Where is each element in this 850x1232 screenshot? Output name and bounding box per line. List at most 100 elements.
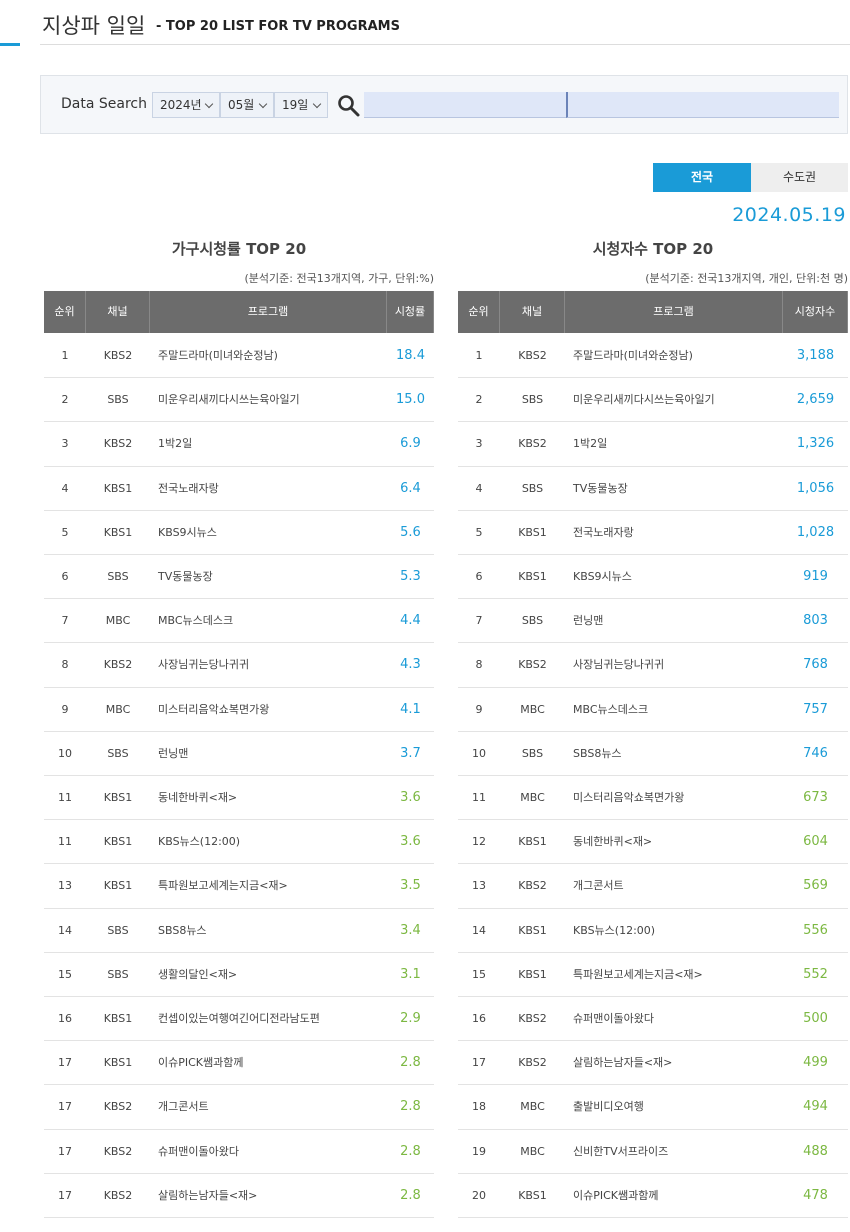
row-divider xyxy=(458,1217,848,1218)
rating: 6.4 xyxy=(400,480,421,496)
rating: 15.0 xyxy=(396,392,425,408)
rank: 19 xyxy=(472,1144,486,1158)
rank: 3 xyxy=(475,437,483,451)
program: 사장님귀는당나귀귀 xyxy=(158,658,250,672)
rating: 3.7 xyxy=(400,745,421,761)
column-header: 채널 xyxy=(500,291,565,333)
program: SBS8뉴스 xyxy=(573,746,622,760)
row-divider xyxy=(458,554,848,555)
row-divider xyxy=(44,819,434,821)
rank: 13 xyxy=(58,879,72,893)
table-title: 시청자수 TOP 20 xyxy=(592,240,714,258)
day-select[interactable]: 19일 xyxy=(274,92,328,118)
channel: KBS2 xyxy=(103,1100,133,1114)
channel: SBS xyxy=(107,393,129,407)
program: 미운우리새끼다시쓰는육아일기 xyxy=(158,393,300,407)
row-divider xyxy=(458,686,848,688)
year-select[interactable]: 2024년 xyxy=(152,92,220,118)
page-subtitle: - TOP 20 LIST FOR TV PROGRAMS xyxy=(156,19,400,34)
row-divider xyxy=(44,907,434,909)
program: 살림하는남자들<재> xyxy=(158,1188,258,1202)
rating: 2.8 xyxy=(400,1099,421,1115)
program: SBS8뉴스 xyxy=(158,923,207,937)
column-header: 순위 xyxy=(458,291,500,333)
search-field[interactable] xyxy=(566,92,839,118)
month-select[interactable]: 05월 xyxy=(220,92,274,118)
channel: KBS1 xyxy=(103,525,133,539)
channel: KBS2 xyxy=(103,1188,133,1202)
rating: 2.8 xyxy=(400,1143,421,1159)
rank: 11 xyxy=(472,791,486,804)
channel: KBS1 xyxy=(518,835,547,849)
rank: 10 xyxy=(472,746,486,760)
rating: 1,326 xyxy=(796,436,835,452)
rank: 13 xyxy=(472,879,486,893)
tab-active[interactable]: 전국 xyxy=(653,163,751,192)
channel: KBS2 xyxy=(103,1144,133,1158)
column-header: 시청률 xyxy=(387,291,434,333)
rank: 20 xyxy=(472,1188,486,1202)
channel: KBS2 xyxy=(518,1056,547,1070)
row-divider xyxy=(458,951,848,953)
channel: SBS xyxy=(521,614,544,628)
program: 컨셉이있는여행여긴어디전라남도편 xyxy=(158,1012,320,1025)
rank: 16 xyxy=(58,1012,72,1025)
rank: 7 xyxy=(475,614,483,628)
date: 2024.05.19 xyxy=(732,204,846,226)
rating: 488 xyxy=(803,1143,828,1159)
row-divider xyxy=(44,1217,434,1218)
row-divider xyxy=(44,1084,434,1086)
accent xyxy=(0,43,20,46)
rank: 15 xyxy=(472,967,486,981)
rank: 8 xyxy=(475,658,483,672)
channel: MBC xyxy=(520,791,545,804)
table-note: (분석기준: 전국13개지역, 가구, 단위:%) xyxy=(244,272,435,285)
rank: 10 xyxy=(58,746,72,760)
rank: 16 xyxy=(472,1012,486,1025)
rank: 11 xyxy=(58,791,72,804)
program: KBS9시뉴스 xyxy=(158,525,217,539)
program: 주말드라마(미녀와순정남) xyxy=(573,349,693,362)
search-icon[interactable] xyxy=(336,93,362,119)
table-note: (분석기준: 전국13개지역, 개인, 단위:천 명) xyxy=(645,272,848,285)
program: 미스터리음악쇼복면가왕 xyxy=(158,702,270,716)
program: KBS뉴스(12:00) xyxy=(158,835,241,849)
program: 런닝맨 xyxy=(573,614,604,628)
row-divider xyxy=(44,377,434,379)
rank: 17 xyxy=(58,1100,72,1114)
program: KBS9시뉴스 xyxy=(573,570,632,583)
rating: 803 xyxy=(803,613,828,629)
rating: 494 xyxy=(803,1099,828,1115)
rank: 17 xyxy=(58,1144,72,1158)
channel: KBS2 xyxy=(518,437,547,451)
rating: 2.8 xyxy=(400,1055,421,1071)
rank: 14 xyxy=(58,923,72,937)
program: 전국노래자랑 xyxy=(573,525,634,539)
tab[interactable]: 수도권 xyxy=(751,163,848,192)
rating: 3.1 xyxy=(400,966,421,982)
rating: 746 xyxy=(803,745,828,761)
program: 동네한바퀴<재> xyxy=(573,835,653,849)
row-divider xyxy=(458,377,848,379)
program: 동네한바퀴<재> xyxy=(158,791,238,804)
row-divider xyxy=(44,686,434,688)
program: 이슈PICK쌤과함께 xyxy=(573,1188,659,1202)
program: 사장님귀는당나귀귀 xyxy=(573,658,665,672)
row-divider xyxy=(458,642,848,644)
channel: KBS2 xyxy=(518,1012,547,1025)
rank: 15 xyxy=(58,967,72,981)
channel: SBS xyxy=(107,923,129,937)
search-field[interactable] xyxy=(364,92,566,118)
program: TV동물농장 xyxy=(158,570,213,583)
row-divider xyxy=(44,775,434,776)
rating: 3.5 xyxy=(400,878,421,894)
program: MBC뉴스데스크 xyxy=(158,614,234,628)
channel: MBC xyxy=(520,702,545,716)
rating: 556 xyxy=(803,922,828,938)
rating: 768 xyxy=(803,657,828,673)
search-label: Data Search xyxy=(61,96,147,112)
channel: KBS1 xyxy=(103,481,133,495)
row-divider xyxy=(458,1172,848,1174)
channel: KBS1 xyxy=(103,879,133,893)
rating: 4.3 xyxy=(400,657,421,673)
